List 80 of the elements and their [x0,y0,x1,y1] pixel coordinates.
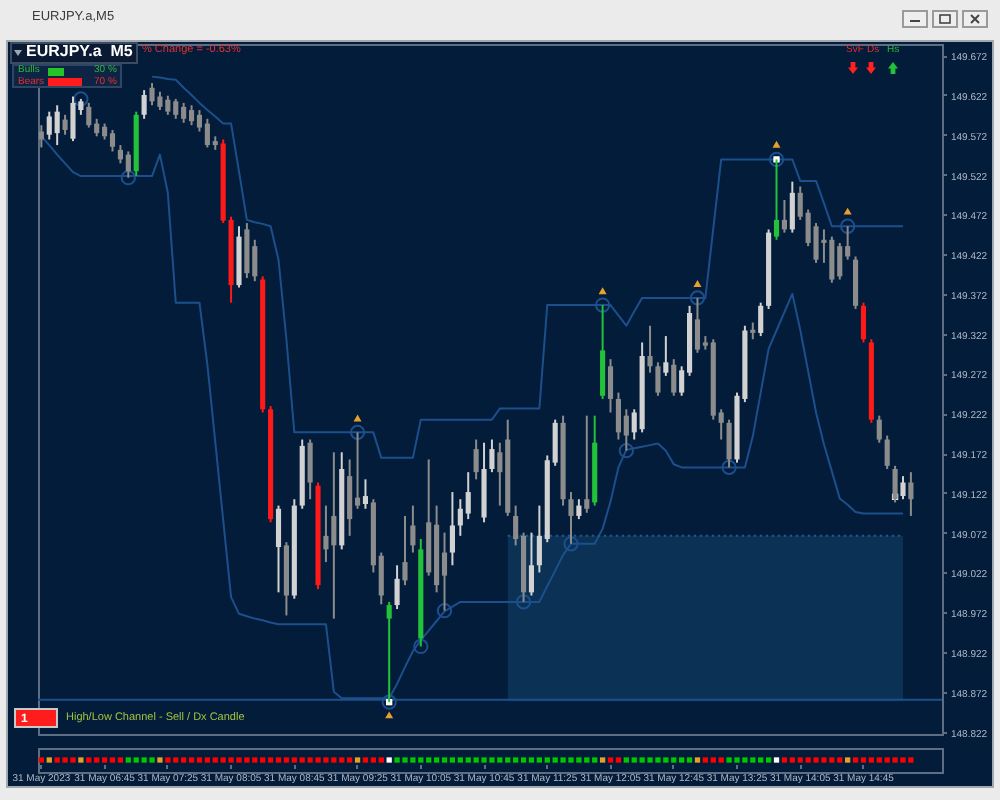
candlestick [860,301,867,344]
candlestick [781,198,787,234]
candlestick [157,90,163,112]
candlestick [394,564,400,611]
candlestick [244,222,250,279]
candlestick [908,471,914,517]
candlestick [726,418,732,469]
candlestick [331,451,337,620]
candlestick [204,117,210,149]
candlestick [38,124,44,149]
point [563,536,579,552]
candlestick [837,241,843,281]
chart-title: EURJPY.a M5 [26,42,133,61]
candlestick [307,438,313,501]
candlestick [655,361,661,397]
candlestick [852,255,859,311]
candlestick [758,301,764,338]
candlestick [402,514,408,587]
point [721,459,737,476]
point [413,638,429,655]
candlestick [149,82,155,107]
point [381,694,397,710]
candlestick [46,110,52,141]
candlestick [773,158,780,241]
candlestick [457,498,463,537]
point [349,424,366,440]
candlestick [607,358,614,414]
candlestick [600,304,606,400]
point [693,280,702,288]
candlestick [829,235,835,284]
candlestick [584,414,590,514]
point [73,91,89,107]
candlestick [70,95,76,143]
candlestick [441,531,448,612]
candlestick [489,438,495,474]
candlestick [900,475,906,501]
candlestick [528,531,535,597]
candlestick [465,471,471,521]
candlestick [568,491,574,545]
point [840,218,856,234]
candlestick [473,438,479,481]
candlestick [876,414,882,444]
point [120,170,136,186]
candlestick [410,504,416,554]
candlestick [109,128,116,153]
candlestick [188,104,195,127]
point [594,297,611,313]
candlestick [347,458,353,537]
point [768,151,785,168]
candlestick [449,491,455,567]
candlestick [884,434,890,470]
candlestick [141,89,147,120]
point [843,207,852,215]
point [515,594,532,610]
candlestick [125,150,131,179]
point [618,443,634,459]
point [689,290,706,306]
point [598,287,607,295]
candlestick [62,113,68,136]
point [436,603,453,619]
candlestick [181,101,187,124]
candlestick [647,324,653,374]
candlestick [86,101,92,129]
candlestick [165,94,171,116]
candlestick [663,335,669,377]
point [772,140,781,148]
point [353,414,362,422]
candlestick [275,504,282,594]
candlestick [671,358,677,397]
candlestick [576,498,582,521]
candlestick [694,296,701,354]
candlestick [173,97,179,120]
candlestick [117,144,123,165]
line-series [151,75,904,459]
candlestick [323,504,329,564]
candlestick [497,441,503,507]
candlestick [54,104,60,147]
candlestick [789,180,795,234]
candlestick [615,391,621,441]
candlestick [362,478,369,510]
